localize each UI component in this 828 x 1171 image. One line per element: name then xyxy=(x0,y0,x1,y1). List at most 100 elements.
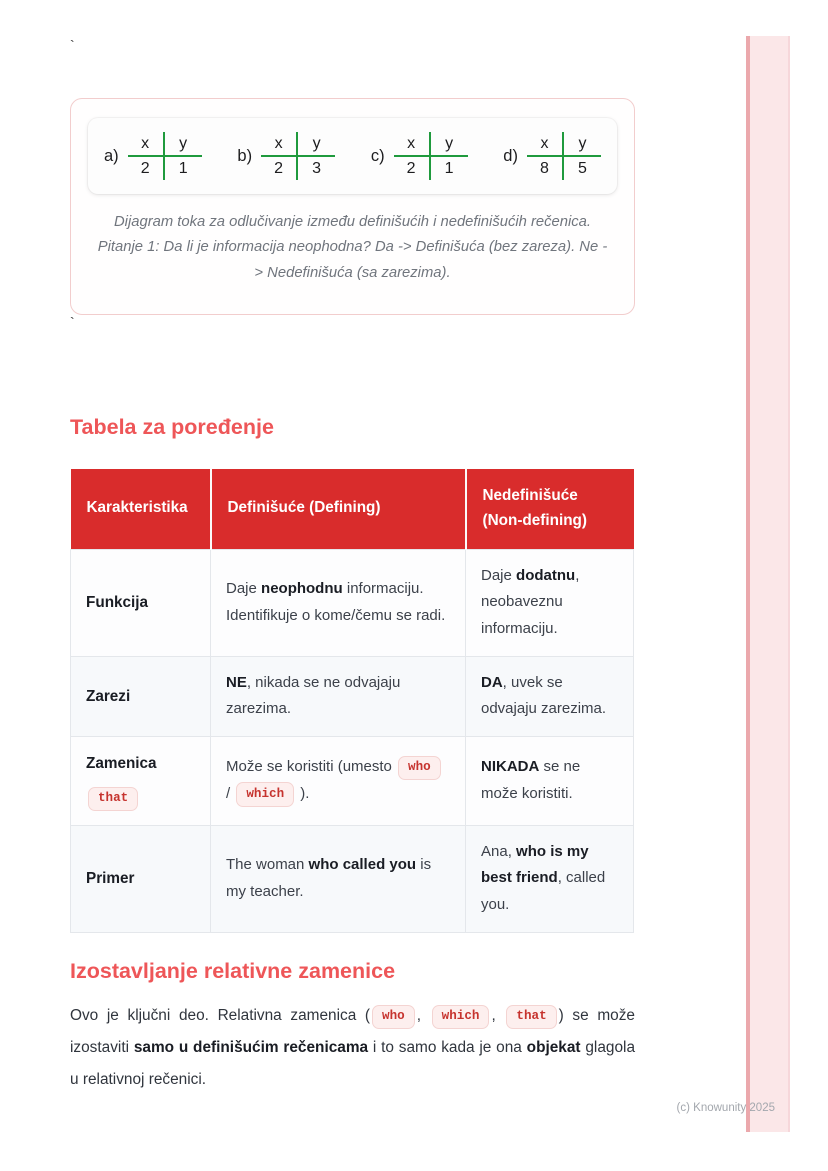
mini-table-cell: x xyxy=(127,132,165,157)
column-header: Karakteristika xyxy=(70,469,211,550)
mini-table-d: d) x y 8 5 xyxy=(503,132,601,180)
mini-table-cell: 2 xyxy=(394,157,431,180)
bold-text: dodatnu xyxy=(516,566,576,584)
mini-table-cell: 2 xyxy=(128,157,165,180)
figure-image: a) x y 2 1 b) x y 2 3 c) x y 2 1 d) x y 8 5 xyxy=(88,118,617,194)
bold-text: neophodnu xyxy=(261,579,343,597)
text-run: Daje xyxy=(481,566,517,584)
bold-text: Funkcija xyxy=(86,594,149,612)
text-run: Daje xyxy=(226,579,262,597)
mini-table-label: b) xyxy=(237,146,253,165)
bold-text: NE xyxy=(226,673,247,691)
text-run: Može se koristiti (umesto xyxy=(226,758,397,776)
table-row: Primer The woman who called you is my tea… xyxy=(70,824,634,933)
non-defining-cell: NIKADA se ne može koristiti. xyxy=(465,736,634,826)
bold-text: Zarezi xyxy=(86,687,131,705)
column-header: Definišuće (Defining) xyxy=(209,469,466,550)
mini-table-label: c) xyxy=(370,146,385,165)
text-run: is my teacher. xyxy=(226,855,432,900)
text-run: glagola u relativnoj rečenici. xyxy=(70,1039,636,1088)
copyright-note: (c) Knowunity 2025 xyxy=(676,1102,775,1114)
text-run: , called you. xyxy=(481,869,606,913)
mini-table-cell: 1 xyxy=(178,159,188,177)
mini-table-cell: y xyxy=(430,132,468,157)
code-chip-which: which xyxy=(236,782,295,807)
code-chip-who: who xyxy=(372,1004,415,1030)
text-run: , nikada se ne odvajaju zarezima. xyxy=(226,673,401,718)
mini-table-cell: y xyxy=(164,132,202,157)
text-run: i to samo kada je ona xyxy=(368,1039,527,1057)
bold-text: objekat xyxy=(526,1039,581,1057)
text-run: informaciju. Identifikuje o kome/čemu se… xyxy=(226,579,446,624)
bold-text: Zamenica xyxy=(86,755,157,773)
text-run: / xyxy=(226,784,235,802)
figure-caption: Dijagram toka za odlučivanje između defi… xyxy=(97,214,608,281)
text-run: ). xyxy=(296,784,310,802)
feature-cell: Zamenica that xyxy=(70,736,211,826)
text-run: The woman xyxy=(226,855,309,873)
column-header: Nedefinišuće (Non-defining) xyxy=(464,469,634,550)
comparison-table: Karakteristika Definišuće (Defining) Nedef… xyxy=(70,469,634,933)
mini-table-label: d) xyxy=(503,146,518,165)
mini-table-cell: 3 xyxy=(312,159,322,177)
page-edge-highlight xyxy=(746,36,790,1132)
text-run: , xyxy=(416,1007,430,1025)
code-chip-that: that xyxy=(506,1004,557,1030)
mini-table-cell: x xyxy=(526,132,564,157)
text-run: , xyxy=(491,1007,505,1025)
omission-paragraph: Ovo je ključni deo. Relativna zamenica (… xyxy=(70,1000,635,1095)
section-heading-comparison: Tabela za poređenje xyxy=(70,415,274,440)
stray-backtick-middle: ` xyxy=(70,314,75,331)
figure-card: a) x y 2 1 b) x y 2 3 c) x y 2 1 d) x y 8 5 Dijagram toka z… xyxy=(70,98,635,316)
bold-text: who called you xyxy=(308,855,417,873)
mini-table-c: c) x y 2 1 xyxy=(371,132,468,180)
text-run: Ovo je ključni deo. Relativna zamenica ( xyxy=(70,1007,371,1025)
text-run: ) se može izostaviti xyxy=(70,1007,635,1057)
bold-text: NIKADA xyxy=(481,758,540,776)
document-page: a) x y 2 1 b) x y 2 3 c) x y 2 1 d) x y 8 5 Dijagram toka z… xyxy=(70,0,635,1096)
bold-text: samo u definišućim rečenicama xyxy=(133,1039,369,1057)
mini-table-cell: y xyxy=(563,132,601,157)
feature-cell: Zarezi xyxy=(70,655,211,738)
bold-text: who is my best friend xyxy=(481,842,589,887)
feature-cell: Funkcija xyxy=(70,548,211,657)
mini-table-b: b) x y 2 3 xyxy=(237,132,336,180)
stray-backtick-top: ` xyxy=(70,37,75,53)
text-run: Ana, xyxy=(481,842,517,860)
mini-table-cell: 2 xyxy=(261,157,299,180)
mini-table-cell: 1 xyxy=(444,159,454,177)
section-heading-omission: Izostavljanje relativne zamenice xyxy=(70,958,396,983)
feature-cell: Primer xyxy=(70,824,211,933)
defining-cell: The woman who called you is my teacher. xyxy=(210,824,466,933)
table-header-row: Karakteristika Definišuće (Defining) Nedef… xyxy=(70,469,634,550)
text-run: se ne može koristiti. xyxy=(481,758,581,802)
mini-table-cell: y xyxy=(298,132,336,157)
mini-table-label: a) xyxy=(104,146,119,165)
defining-cell: Daje neophodnu informaciju. Identifikuje… xyxy=(210,548,466,657)
non-defining-cell: Ana, who is my best friend, called you. xyxy=(465,824,634,933)
table-row: Zamenica that Može se koristiti (umesto wh… xyxy=(70,736,634,826)
table-body: Funkcija Daje neophodnu informaciju. Iden… xyxy=(70,548,634,933)
line-break xyxy=(86,777,195,784)
non-defining-cell: DA, uvek se odvajaju zarezima. xyxy=(465,655,634,738)
mini-table-cell: x xyxy=(261,132,299,157)
text-run: , uvek se odvajaju zarezima. xyxy=(481,673,607,718)
bold-text: DA xyxy=(481,673,503,691)
mini-table-cell: 5 xyxy=(578,159,587,177)
code-chip-that: that xyxy=(88,786,139,812)
mini-table-a: a) x y 2 1 xyxy=(104,132,202,180)
bold-text: Primer xyxy=(86,869,135,887)
code-chip-who: who xyxy=(398,755,441,780)
table-row: Zarezi NE, nikada se ne odvajaju zarezima… xyxy=(70,655,634,738)
non-defining-cell: Daje dodatnu, neobaveznu informaciju. xyxy=(465,548,634,657)
defining-cell: Može se koristiti (umesto who / which ). xyxy=(210,736,466,826)
defining-cell: NE, nikada se ne odvajaju zarezima. xyxy=(210,655,466,738)
code-chip-which: which xyxy=(431,1004,490,1030)
mini-table-cell: x xyxy=(393,132,431,157)
mini-table-cell: 8 xyxy=(527,157,564,180)
table-row: Funkcija Daje neophodnu informaciju. Iden… xyxy=(70,548,634,657)
